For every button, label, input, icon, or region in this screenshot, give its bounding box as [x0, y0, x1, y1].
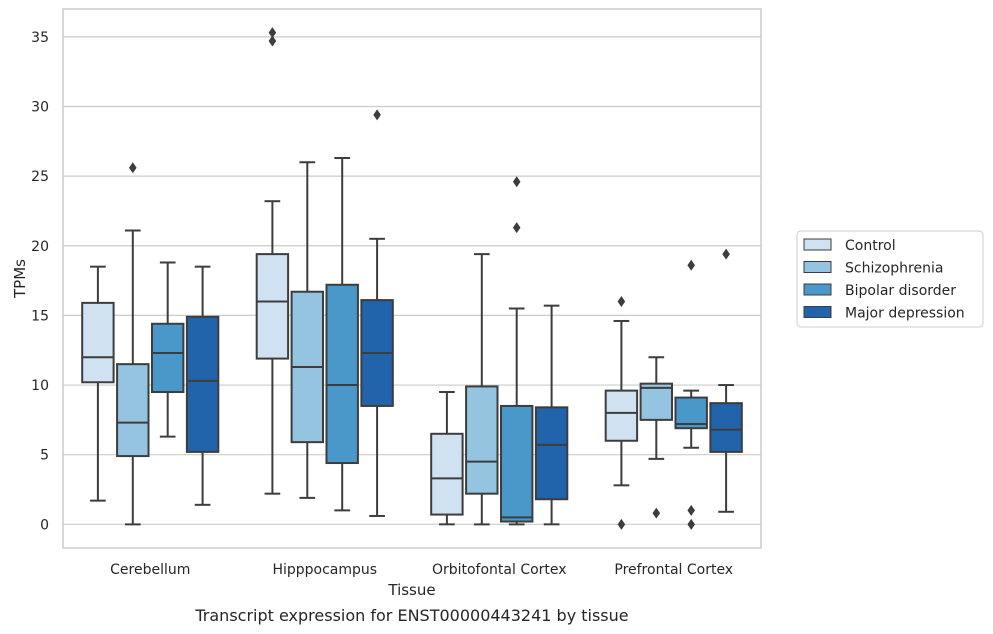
legend-label: Control	[845, 238, 896, 254]
outlier-point	[652, 507, 661, 519]
outlier-point	[722, 248, 730, 260]
legend-swatch	[803, 261, 832, 273]
outlier-point	[687, 518, 695, 530]
y-tick-label: 20	[31, 239, 49, 255]
legend-frame	[796, 230, 984, 328]
outlier-point	[512, 222, 521, 234]
box	[325, 283, 359, 465]
box	[116, 363, 150, 458]
box	[430, 432, 464, 516]
y-tick-label: 25	[31, 169, 49, 185]
outlier-point	[268, 27, 277, 39]
legend-swatch	[803, 306, 832, 318]
y-tick-labels: 0 5 10 15 20 25 30 35	[31, 30, 49, 533]
legend-label: Schizophrenia	[845, 261, 943, 277]
box	[499, 404, 534, 523]
legend: Control Schizophrenia Bipolar disorder Majo…	[796, 230, 984, 328]
y-tick-label: 5	[40, 448, 49, 464]
outlier-point	[373, 109, 381, 121]
outlier-point	[129, 162, 137, 174]
box	[465, 385, 499, 495]
box	[150, 322, 185, 394]
x-tick-label: Prefrontal Cortex	[614, 562, 733, 578]
x-axis-label: Tissue	[387, 581, 435, 599]
box	[255, 253, 290, 360]
y-tick-label: 10	[31, 378, 49, 394]
legend-swatch	[803, 283, 832, 296]
legend-label: Major depression	[845, 306, 965, 322]
box	[81, 301, 115, 384]
series-bipolar-disorder	[150, 157, 708, 530]
x-tick-label: Hipppocampus	[272, 562, 377, 578]
outlier-point	[512, 176, 521, 188]
plot-area-frame	[62, 8, 762, 549]
legend-swatch	[803, 238, 832, 251]
box	[709, 402, 743, 453]
x-tick-label: Orbitofontal Cortex	[432, 562, 567, 578]
outlier-point	[617, 518, 626, 530]
box	[639, 382, 674, 421]
box	[604, 389, 639, 442]
series-major-depression	[185, 109, 743, 526]
box-series	[81, 27, 743, 530]
legend-label: Bipolar disorder	[845, 283, 956, 299]
y-axis-label: TPMs	[11, 259, 29, 299]
y-tick-label: 30	[31, 99, 49, 115]
y-tick-label: 35	[31, 30, 49, 46]
series-control	[81, 27, 639, 530]
outlier-point	[687, 259, 695, 271]
x-tick-labels: Cerebellum Hipppocampus Orbitofontal Corte…	[110, 562, 733, 578]
outlier-point	[617, 295, 626, 307]
figure-caption: Transcript expression for ENST0000044324…	[195, 606, 629, 625]
y-tick-label: 0	[40, 517, 49, 533]
series-schizophrenia	[116, 161, 674, 526]
box	[534, 406, 569, 501]
x-tick-label: Cerebellum	[110, 562, 190, 578]
outlier-point	[687, 504, 695, 516]
outlier-point	[268, 35, 277, 47]
y-tick-label: 15	[31, 308, 49, 324]
box	[185, 315, 220, 453]
